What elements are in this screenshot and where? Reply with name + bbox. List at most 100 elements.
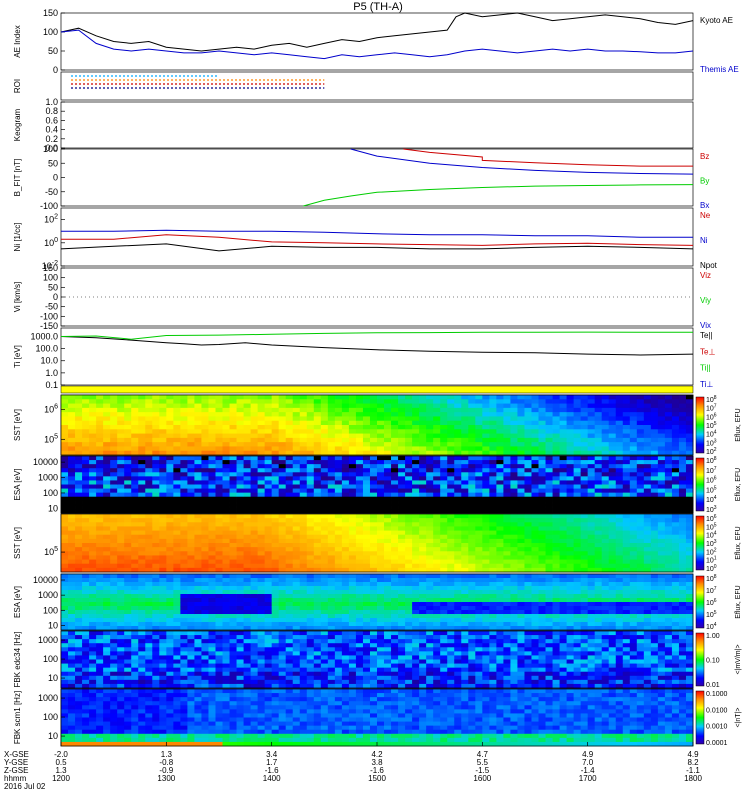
heatmap-cell (671, 559, 680, 565)
heatmap-cell (236, 403, 244, 409)
heatmap-cell (587, 567, 596, 573)
heatmap-cell (348, 606, 357, 611)
heatmap-cell (517, 429, 525, 434)
heatmap-cell (229, 555, 237, 560)
heatmap-cell (615, 518, 624, 523)
legend-entry: Bz (700, 152, 709, 161)
heatmap-cell (173, 456, 181, 461)
heatmap-cell (75, 425, 83, 430)
heatmap-cell (608, 508, 617, 514)
heatmap-cell (250, 594, 259, 599)
heatmap-cell (96, 484, 104, 489)
heatmap-cell (138, 442, 146, 447)
heatmap-cell (454, 574, 462, 579)
heatmap-cell (384, 429, 392, 434)
heatmap-cell (222, 622, 230, 627)
heatmap-cell (426, 488, 434, 494)
heatmap-cell (348, 472, 357, 477)
heatmap-cell (250, 416, 259, 422)
heatmap-cell (89, 555, 97, 560)
heatmap-cell (587, 456, 596, 461)
heatmap-cell (215, 618, 223, 623)
heatmap-cell (503, 460, 511, 465)
heatmap-cell (89, 468, 97, 473)
heatmap-cell (433, 518, 441, 523)
heatmap-cell (166, 547, 174, 552)
heatmap-cell (201, 538, 209, 544)
heatmap-cell (124, 626, 132, 631)
heatmap-cell (299, 433, 308, 439)
heatmap-cell (145, 614, 153, 619)
heatmap-cell (271, 456, 280, 461)
legend-entry: Te⊥ (700, 347, 715, 356)
heatmap-cell (629, 433, 638, 439)
heatmap-cell (377, 500, 385, 506)
heatmap-cell (327, 425, 336, 430)
heatmap-cell (636, 534, 645, 540)
heatmap-cell (299, 496, 308, 502)
heatmap-cell (440, 508, 448, 514)
heatmap-cell (264, 446, 273, 452)
heatmap-cell (461, 618, 469, 623)
heatmap-cell (187, 504, 195, 510)
heatmap-cell (208, 446, 216, 452)
heatmap-cell (215, 543, 223, 548)
heatmap-cell (159, 508, 167, 514)
heatmap-cell (377, 626, 385, 631)
heatmap-cell (601, 547, 610, 552)
heatmap-cell (264, 582, 273, 587)
heatmap-cell (398, 496, 406, 502)
heatmap-cell (369, 610, 378, 615)
heatmap-cell (362, 622, 371, 627)
y-tick-label: 100 (43, 273, 58, 283)
heatmap-cell (517, 530, 525, 536)
heatmap-cell (531, 412, 539, 417)
heatmap-cell (145, 433, 153, 439)
heatmap-cell (236, 574, 244, 579)
heatmap-cell (173, 534, 181, 540)
heatmap-cell (285, 484, 294, 489)
heatmap-cell (369, 555, 378, 560)
heatmap-cell (313, 534, 322, 540)
heatmap-cell (117, 547, 125, 552)
heatmap-cell (82, 514, 90, 519)
heatmap-cell (405, 555, 413, 560)
heatmap-cell (545, 582, 553, 587)
heatmap-cell (447, 555, 455, 560)
heatmap-cell (531, 446, 539, 452)
heatmap-cell (236, 468, 244, 473)
heatmap-cell (264, 606, 273, 611)
heatmap-cell (461, 437, 469, 443)
heatmap-cell (377, 460, 385, 465)
heatmap-cell (201, 514, 209, 519)
heatmap-cell (348, 598, 357, 603)
heatmap-cell (580, 468, 589, 473)
heatmap-cell (587, 547, 596, 552)
heatmap-cell (166, 586, 174, 591)
heatmap-cell (405, 496, 413, 502)
heatmap-cell (341, 610, 350, 615)
heatmap-cell (194, 586, 202, 591)
y-tick-label: 10000 (33, 457, 58, 467)
heatmap-cell (299, 460, 308, 465)
heatmap-cell (173, 504, 181, 510)
heatmap-cell (475, 476, 483, 481)
heatmap-cell (334, 480, 343, 485)
heatmap-cell (447, 590, 455, 595)
heatmap-cell (419, 574, 427, 579)
heatmap-cell (166, 551, 174, 556)
heatmap-cell (159, 547, 167, 552)
y-tick-label: 100 (44, 237, 58, 248)
heatmap-cell (250, 598, 259, 603)
heatmap-cell (405, 504, 413, 510)
heatmap-cell (643, 559, 652, 565)
heatmap-cell (341, 460, 350, 465)
y-axis-label: B_FIT [nT] (13, 159, 22, 197)
heatmap-cell (369, 429, 378, 434)
heatmap-cell (377, 476, 385, 481)
heatmap-cell (243, 559, 251, 565)
heatmap-cell (355, 429, 364, 434)
heatmap-cell (194, 618, 202, 623)
heatmap-cell (362, 586, 371, 591)
